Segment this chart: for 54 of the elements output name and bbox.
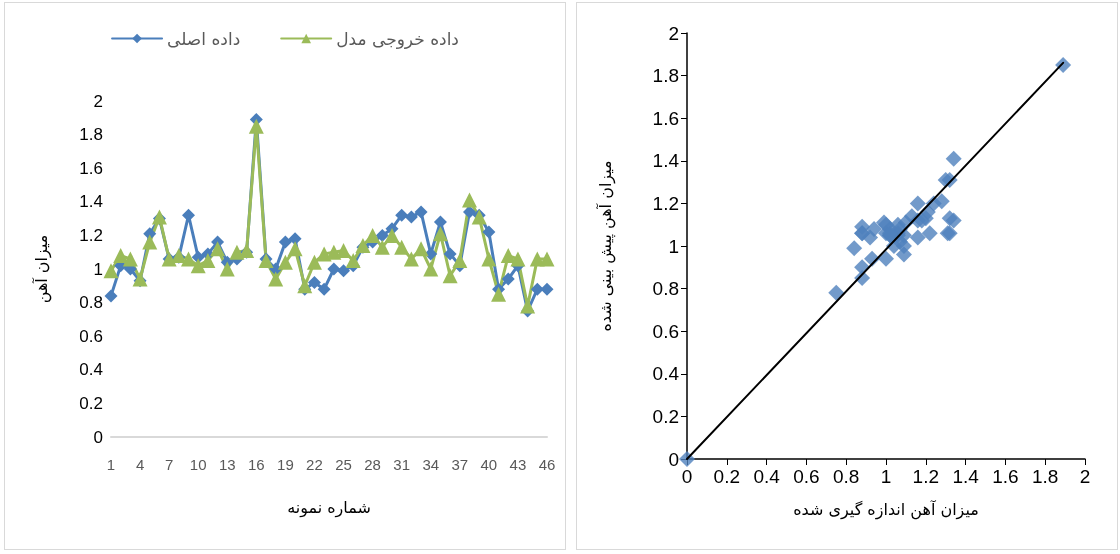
x-tick-label: 1.4 <box>952 466 980 487</box>
y-tick-label: 0.2 <box>652 405 679 427</box>
y-tick-label: 0.4 <box>79 360 103 380</box>
x-tick-label: 22 <box>306 456 323 473</box>
x-tick-label: 1 <box>880 466 892 487</box>
x-tick-label: 0.6 <box>793 466 820 487</box>
x-tick-label: 4 <box>135 456 145 473</box>
x-tick-label: 31 <box>393 456 411 473</box>
y-tick-label: 0.8 <box>652 278 679 300</box>
x-tick-label: 43 <box>509 456 527 473</box>
x-tick-label: 0 <box>681 466 693 487</box>
x-axis-title: شماره نمونه <box>287 497 371 518</box>
y-tick-label: 0.6 <box>79 326 103 346</box>
y-tick-label: 1.2 <box>652 192 679 214</box>
legend-label: داده خروجی مدل <box>336 28 459 49</box>
x-tick-label: 0.2 <box>713 466 741 487</box>
y-tick-label: 1.4 <box>652 150 680 172</box>
y-tick-label: 1.6 <box>79 158 103 178</box>
x-axis-title: میزان آهن اندازه گیری شده <box>793 499 979 520</box>
legend-label: داده اصلی <box>167 28 241 49</box>
y-tick-label: 1.6 <box>652 107 679 129</box>
y-tick-label: 1 <box>93 259 103 279</box>
x-tick-label: 37 <box>451 456 469 473</box>
x-tick-label: 7 <box>164 456 174 473</box>
y-axis-title: میزان آهن پیش بینی شده <box>595 160 616 332</box>
x-tick-label: 13 <box>218 456 236 473</box>
x-tick-label: 2 <box>1079 466 1091 487</box>
x-tick-label: 25 <box>335 456 352 473</box>
x-tick-label: 28 <box>364 456 381 473</box>
x-tick-label: 46 <box>538 456 556 473</box>
x-tick-label: 0.4 <box>753 466 781 487</box>
y-tick-label: 2 <box>93 91 103 111</box>
x-tick-label: 16 <box>247 456 265 473</box>
y-axis-title: میزان آهن <box>31 234 52 304</box>
y-tick-label: 1.8 <box>652 65 679 87</box>
x-tick-label: 1.6 <box>992 466 1019 487</box>
y-tick-label: 2 <box>668 22 679 44</box>
y-tick-label: 0.8 <box>79 293 103 313</box>
y-tick-label: 0 <box>93 427 103 447</box>
x-tick-label: 1.2 <box>912 466 940 487</box>
y-tick-label: 0.2 <box>79 393 103 413</box>
x-tick-label: 40 <box>480 456 498 473</box>
y-tick-label: 1.4 <box>79 192 103 212</box>
y-tick-label: 0.6 <box>652 320 679 342</box>
x-tick-label: 34 <box>422 456 440 473</box>
x-tick-label: 19 <box>277 456 294 473</box>
x-tick-label: 1 <box>106 456 116 473</box>
y-tick-label: 0.4 <box>652 363 680 385</box>
x-tick-label: 10 <box>189 456 207 473</box>
y-tick-label: 1.8 <box>79 125 103 145</box>
x-tick-label: 1.8 <box>1031 466 1059 487</box>
y-tick-label: 1.2 <box>79 225 103 245</box>
x-tick-label: 0.8 <box>832 466 860 487</box>
y-tick-label: 1 <box>668 235 679 257</box>
